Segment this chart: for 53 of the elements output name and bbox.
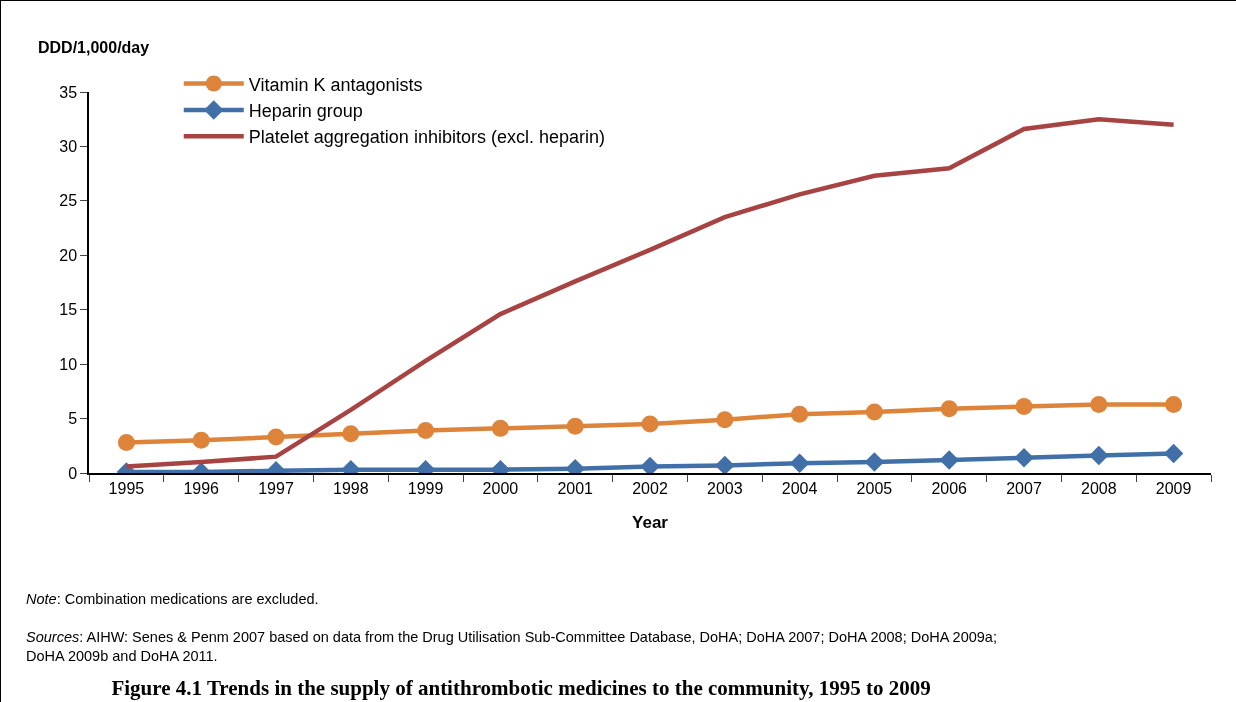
x-tick-label: 2002 <box>632 479 668 497</box>
legend-label: Heparin group <box>248 100 363 121</box>
y-tick-label: 35 <box>59 83 78 101</box>
point <box>117 434 135 452</box>
x-tick-label: 1999 <box>407 479 444 497</box>
x-tick-label: 1996 <box>183 479 220 497</box>
text: Figure 4.1 Trends in the supply of antithrombotic medicines to the community, 1995 to 2009 <box>111 675 931 700</box>
point <box>1165 395 1183 413</box>
x-tick-label: 2006 <box>931 479 968 497</box>
x-tick-label: 1997 <box>258 479 294 497</box>
x-tick-label: 2007 <box>1006 479 1042 497</box>
text: Note: Combination medications are excluded. <box>26 591 319 607</box>
point <box>864 452 885 472</box>
y-tick-label: 5 <box>68 410 78 428</box>
x-tick-label: 2001 <box>557 479 594 497</box>
point <box>940 400 958 418</box>
x-tick-label: 2000 <box>482 479 519 497</box>
point <box>192 431 210 449</box>
x-tick-label: 2003 <box>707 479 743 497</box>
point <box>1090 395 1108 413</box>
x-tick-label: 2008 <box>1081 479 1117 497</box>
x-tick-label: 1995 <box>108 479 145 497</box>
point <box>716 411 734 429</box>
point <box>491 419 509 437</box>
legend-label: Vitamin K antagonists <box>248 74 423 95</box>
point <box>641 415 659 433</box>
point <box>1015 398 1033 416</box>
y-tick-label: 30 <box>59 138 78 156</box>
y-tick-label: 15 <box>59 301 78 319</box>
y-axis-title: DDD/1,000/day <box>38 39 150 56</box>
point <box>566 417 584 435</box>
x-tick-label: 1998 <box>333 479 369 497</box>
y-tick-label: 20 <box>59 246 78 264</box>
x-axis-title: Year <box>632 512 669 532</box>
point <box>1089 445 1109 466</box>
point <box>342 425 360 443</box>
source-note: Sources: AIHW: Senes & Penm 2007 based on data from the Drug Utilisation Sub-Committee Database, DoHA; DoHA 2007; DoHA 2008; DoHA 2009a; DoHA 2009b and DoHA 2011. <box>26 629 997 664</box>
point <box>1163 443 1184 464</box>
point <box>789 453 810 473</box>
x-tick-label: 2005 <box>856 479 893 497</box>
point <box>939 450 959 470</box>
y-tick-label: 0 <box>68 464 78 482</box>
point <box>791 405 809 423</box>
point <box>715 455 735 473</box>
y-tick-label: 25 <box>59 192 78 210</box>
x-tick-label: 2004 <box>781 479 818 497</box>
point <box>417 422 435 440</box>
point <box>865 403 883 421</box>
point <box>1014 448 1034 468</box>
legend-label: Platelet aggregation inhibitors (excl. heparin) <box>248 127 605 148</box>
x-tick-label: 2009 <box>1155 479 1192 497</box>
y-tick-label: 10 <box>59 355 78 373</box>
point <box>267 428 285 446</box>
